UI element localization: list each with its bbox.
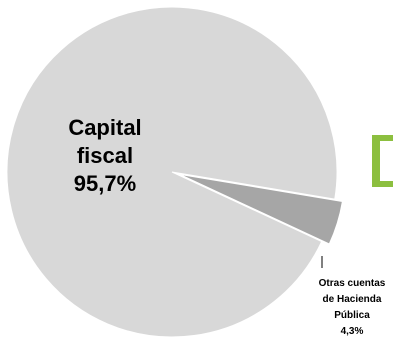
legend-swatch-inner (380, 141, 393, 181)
label-capital-fiscal-value: 95,7% (74, 171, 136, 196)
label-capital-fiscal: Capital fiscal 95,7% (68, 115, 141, 196)
label-otras-line3: Pública (334, 310, 370, 321)
pie-slices (6, 6, 343, 338)
slice-capital-fiscal (6, 6, 338, 338)
slice-otras-cuentas-hacienda (179, 173, 343, 245)
label-otras-line1: Otras cuentas (319, 278, 386, 289)
label-otras-value: 4,3% (341, 326, 364, 337)
label-capital-fiscal-line1: Capital (68, 115, 141, 140)
label-otras-cuentas: Otras cuentas de Hacienda Pública 4,3% (319, 278, 386, 337)
label-capital-fiscal-line2: fiscal (77, 143, 133, 168)
label-otras-line2: de Hacienda (323, 294, 382, 305)
legend-fragment (372, 135, 393, 187)
